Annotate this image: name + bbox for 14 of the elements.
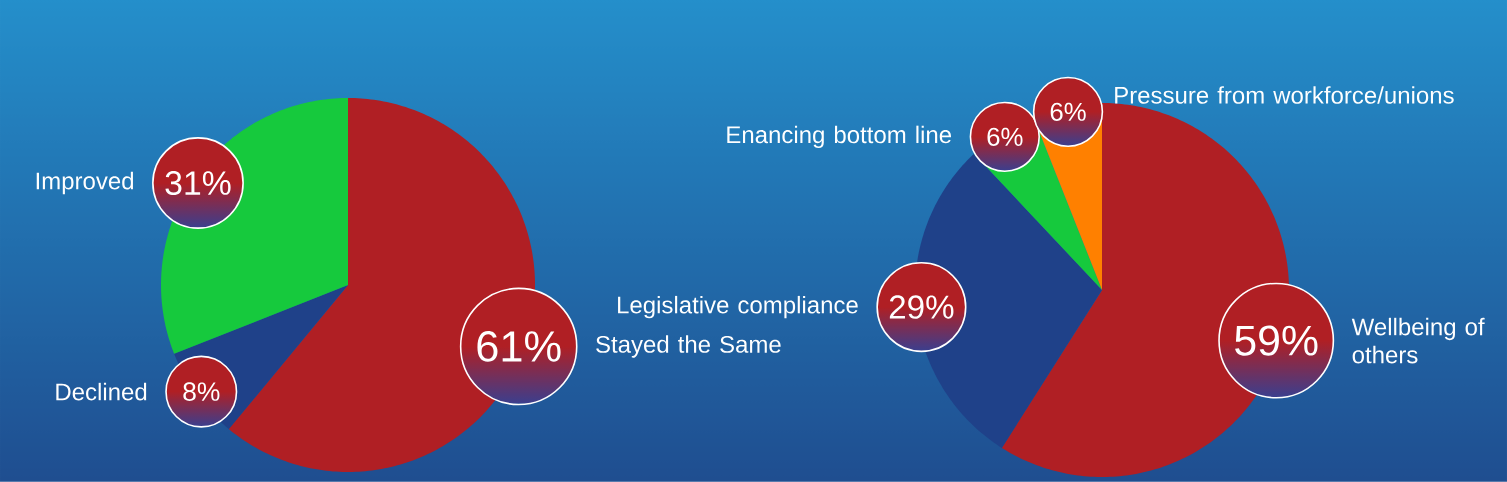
slice-label: Declined [56,382,147,401]
slice-label: Legislative compliance [618,295,858,319]
data-label: 61% [477,331,561,362]
slice-label: Pressure from workforce/unions [1115,86,1454,104]
data-label: 59% [1235,325,1318,356]
data-label: 31% [165,171,231,196]
data-label: 29% [889,295,954,319]
slice-label: Wellbeing of others [1351,317,1485,364]
slice-label: Stayed the Same [596,335,781,358]
data-label: 6% [987,127,1023,146]
data-label: 8% [183,382,220,401]
data-label: 6% [1050,102,1086,121]
slice-label: Improved [36,171,133,195]
slice-label: Enancing bottom line [727,125,952,149]
